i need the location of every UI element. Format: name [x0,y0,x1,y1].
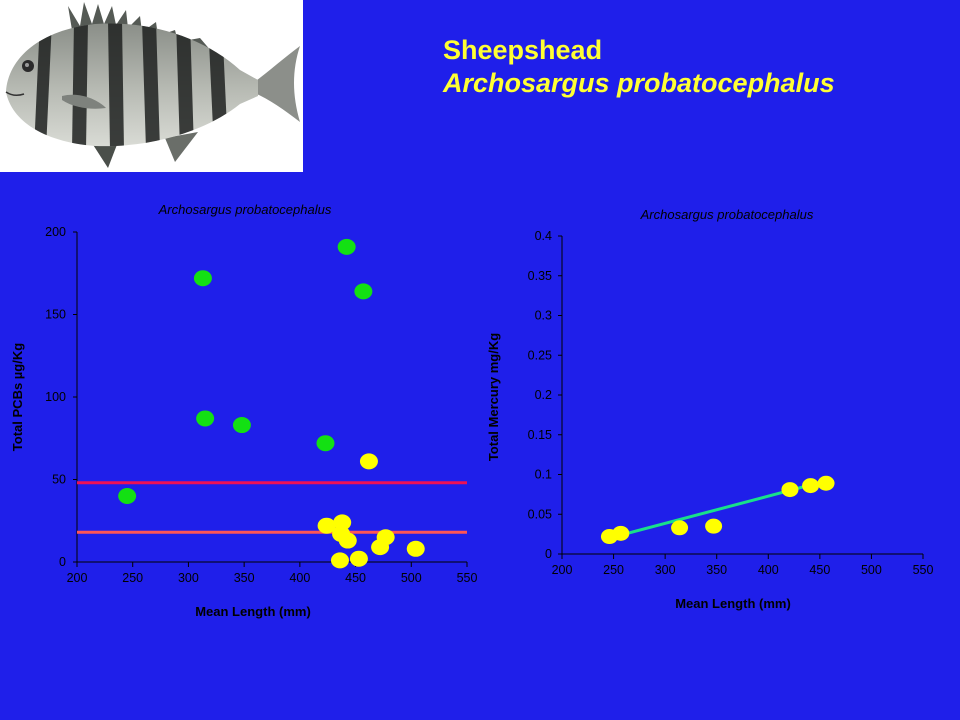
y-tick-label: 0 [545,547,552,561]
x-tick-label: 400 [758,563,779,577]
yellow-data-point [705,518,723,534]
y-tick-label: 0.1 [535,468,552,482]
y-axis-title: Total PCBs µg/Kg [10,343,25,451]
green-data-point [354,283,373,300]
x-tick-label: 500 [861,563,882,577]
x-tick-label: 450 [809,563,830,577]
green-data-point [337,238,356,255]
x-axis-title: Mean Length (mm) [675,596,791,611]
x-axis-title: Mean Length (mm) [195,604,311,619]
x-tick-label: 300 [178,571,199,585]
x-tick-label: 300 [655,563,676,577]
x-tick-label: 400 [289,571,310,585]
chart-2: 200 250 300 350 400 450 500 550 0 0.05 0.1 0.15 0.2 0… [486,207,933,611]
x-tick-label: 250 [603,563,624,577]
x-tick-label: 550 [913,563,934,577]
yellow-data-point [330,552,349,569]
y-axis-title: Total Mercury mg/Kg [486,333,501,461]
yellow-data-point [349,550,368,567]
x-tick-label: 550 [457,571,478,585]
yellow-data-point [371,539,390,556]
x-tick-label: 250 [122,571,143,585]
green-data-point [193,270,212,287]
green-data-point [196,410,215,427]
x-tick-label: 350 [234,571,255,585]
x-tick-label: 350 [706,563,727,577]
y-tick-label: 50 [52,473,66,487]
yellow-data-point [406,540,425,557]
fish-photo [0,0,303,172]
chart-title: Archosargus probatocephalus [158,202,332,217]
y-tick-label: 150 [45,308,66,322]
y-tick-label: 100 [45,390,66,404]
yellow-data-point [338,532,357,549]
y-tick-label: 0.05 [528,507,552,521]
green-data-point [232,417,251,434]
y-tick-label: 0.3 [535,309,552,323]
green-data-point [118,488,137,504]
x-tick-label: 450 [345,571,366,585]
slide-title: Sheepshead Archosargus probatocephalus [443,34,835,100]
yellow-data-point [781,482,799,498]
title-common-name: Sheepshead [443,35,603,65]
title-scientific-name: Archosargus probatocephalus [443,68,835,98]
yellow-data-point [333,514,352,531]
y-tick-label: 0.4 [535,229,552,243]
y-tick-label: 0.35 [528,269,552,283]
y-tick-label: 0.15 [528,428,552,442]
yellow-data-point [612,525,630,541]
sheepshead-fish-illustration [5,2,300,168]
yellow-data-point [671,520,689,536]
green-data-point [316,435,335,452]
y-tick-label: 200 [45,225,66,239]
y-tick-label: 0.25 [528,348,552,362]
yellow-data-point [817,475,835,491]
yellow-data-point [802,478,820,494]
y-tick-label: 0.2 [535,388,552,402]
yellow-data-point [317,517,336,534]
chart-title: Archosargus probatocephalus [640,207,814,222]
x-tick-label: 500 [401,571,422,585]
yellow-data-point [359,453,378,470]
x-tick-label: 200 [67,571,88,585]
x-tick-label: 200 [552,563,573,577]
y-tick-label: 0 [59,555,66,569]
chart-1: 200 250 300 350 400 450 500 550 0 50 100 150 200 Arch… [10,202,477,619]
